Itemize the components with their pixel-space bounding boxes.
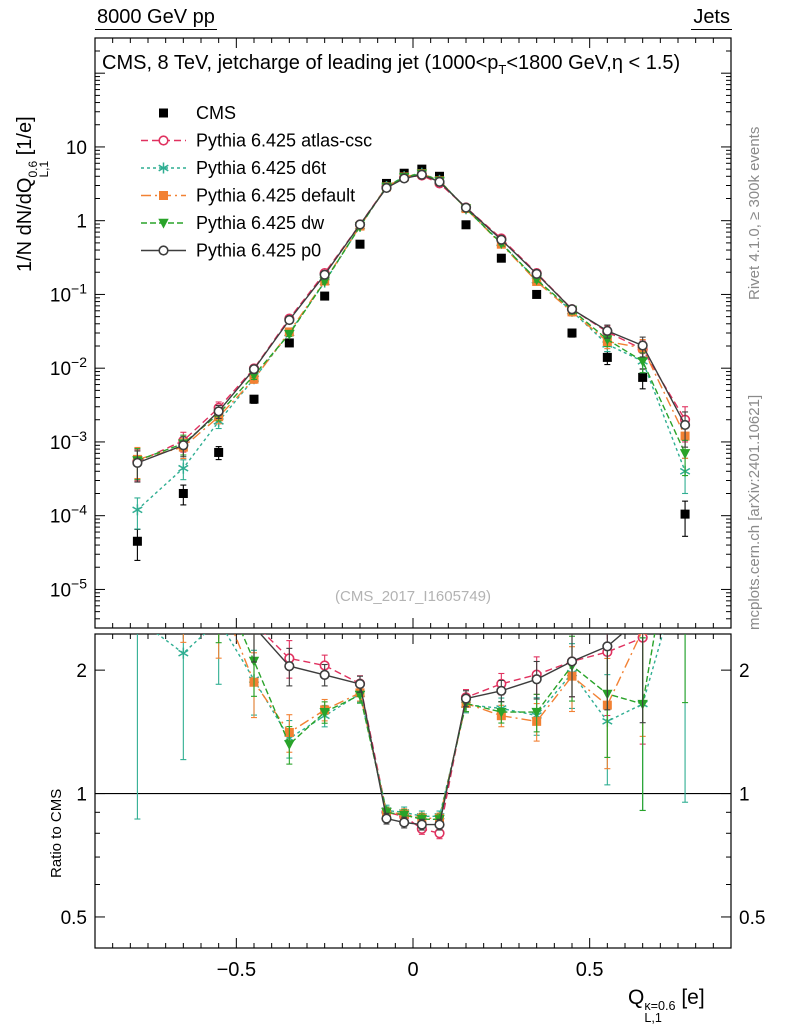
svg-text:1: 1 [76,212,87,233]
legend-item-pythia-6-425-default: Pythia 6.425 default [141,186,355,206]
analysis-id-watermark: (CMS_2017_I1605749) [335,588,491,605]
series-pythia-6-425-p0 [132,169,691,483]
main-frame [94,37,732,629]
svg-text:Pythia 6.425 dw: Pythia 6.425 dw [196,213,325,233]
svg-text:Pythia 6.425 atlas-csc: Pythia 6.425 atlas-csc [196,131,372,151]
rivet-version-note: Rivet 4.1.0, ≥ 300k events [746,126,763,300]
analysis-group-header: Jets [691,6,732,30]
plot-title: CMS, 8 TeV, jetcharge of leading jet (10… [102,52,680,77]
y-axis-supsub: 0.6 L,1 [26,160,52,178]
svg-text:0.5: 0.5 [739,908,765,929]
x-tick-labels: −0.5 0 0.5 [217,959,604,981]
svg-text:10−4: 10−4 [50,502,87,528]
series-pythia-6-425-d6t [134,634,689,823]
legend: CMS Pythia 6.425 atlas-csc Pythia 6.425 d6… [141,103,372,261]
svg-text:10−2: 10−2 [50,354,87,380]
svg-text:10−3: 10−3 [50,428,87,454]
svg-text:0.5: 0.5 [576,959,604,981]
svg-text:Pythia 6.425 p0: Pythia 6.425 p0 [196,241,321,261]
plot-title-subscript: T [498,62,507,77]
main-y-ticks [95,50,731,620]
legend-item-pythia-6-425-d6t: Pythia 6.425 d6t [141,158,326,178]
svg-text:0: 0 [407,959,418,981]
series-pythia-6-425-atlas-csc [251,634,648,840]
plot-title-text-2: <1800 GeV,η < 1.5) [506,52,681,74]
svg-text:1: 1 [739,785,750,806]
svg-text:CMS: CMS [196,103,236,123]
svg-text:−0.5: −0.5 [217,959,256,981]
mcplots-arxiv-note: mcplots.cern.ch [arXiv:2401.10621] [746,394,763,630]
svg-text:2: 2 [739,661,750,682]
legend-item-cms: CMS [159,103,236,123]
svg-text:10−5: 10−5 [50,575,87,601]
y-axis-title: 1/N dN/dQ 0.6 L,1 [1/e] [14,116,52,272]
svg-text:Pythia 6.425 d6t: Pythia 6.425 d6t [196,158,326,178]
svg-text:2: 2 [76,661,87,682]
ratio-y-ticks: 0.5 0.5 1 1 2 2 [61,661,766,929]
main-y-tick-labels: 10 1 10−1 10−2 10−3 10−4 10−5 [50,138,87,601]
plot-title-text: CMS, 8 TeV, jetcharge of leading jet (10… [102,52,499,74]
x-axis-supsub: κ=0.6 L,1 [644,999,676,1024]
legend-item-pythia-6-425-dw: Pythia 6.425 dw [141,213,325,233]
svg-text:1: 1 [76,785,87,806]
beam-energy-header: 8000 GeV pp [95,6,217,30]
series-pythia-6-425-p0 [251,634,646,831]
svg-text:10−1: 10−1 [50,280,87,306]
ratio-frame [94,633,732,949]
svg-text:0.5: 0.5 [61,908,87,929]
legend-item-pythia-6-425-atlas-csc: Pythia 6.425 atlas-csc [141,131,372,151]
ratio-axis-title: Ratio to CMS [48,788,65,878]
legend-item-pythia-6-425-p0: Pythia 6.425 p0 [141,241,321,261]
svg-text:10: 10 [66,138,87,159]
svg-text:Pythia 6.425 default: Pythia 6.425 default [196,186,355,206]
